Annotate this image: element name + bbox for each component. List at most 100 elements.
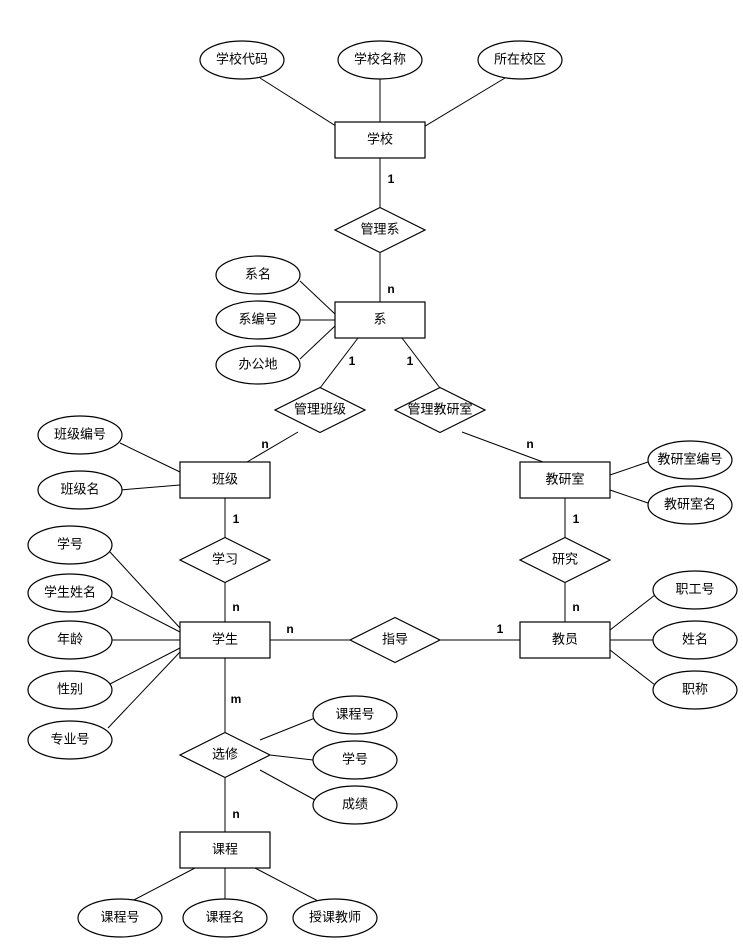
entity-class: 班级 bbox=[180, 462, 270, 498]
svg-text:学校名称: 学校名称 bbox=[354, 51, 406, 66]
svg-text:年龄: 年龄 bbox=[57, 631, 83, 646]
svg-text:管理系: 管理系 bbox=[360, 221, 399, 236]
relationship-r_elective: 选修 bbox=[180, 733, 270, 778]
cardinality-label: 1 bbox=[349, 354, 356, 368]
svg-text:学校代码: 学校代码 bbox=[216, 51, 268, 66]
edge bbox=[260, 770, 315, 800]
cardinality-label: 1 bbox=[497, 622, 504, 636]
cardinality-label: 1 bbox=[388, 172, 395, 186]
attribute-年龄: 年龄 bbox=[28, 621, 112, 659]
edge bbox=[610, 462, 648, 475]
svg-text:成绩: 成绩 bbox=[342, 796, 368, 811]
edge bbox=[110, 552, 180, 628]
attribute-所在校区: 所在校区 bbox=[478, 41, 562, 79]
cardinality-label: 1 bbox=[407, 354, 414, 368]
svg-text:管理教研室: 管理教研室 bbox=[407, 401, 472, 416]
svg-text:教研室名: 教研室名 bbox=[664, 496, 716, 511]
svg-text:管理班级: 管理班级 bbox=[294, 401, 346, 416]
attribute-课程号: 课程号 bbox=[313, 696, 397, 734]
relationship-r_office_res: 研究 bbox=[520, 538, 610, 583]
edge bbox=[255, 868, 320, 902]
edge bbox=[610, 595, 655, 630]
svg-text:课程号: 课程号 bbox=[335, 706, 374, 721]
edge bbox=[120, 485, 180, 490]
edge bbox=[610, 490, 648, 503]
svg-text:指导: 指导 bbox=[382, 631, 408, 646]
attribute-姓名: 姓名 bbox=[653, 621, 737, 659]
svg-text:教研室: 教研室 bbox=[545, 471, 584, 486]
attribute-办公地: 办公地 bbox=[216, 346, 300, 384]
attribute-性别: 性别 bbox=[28, 671, 112, 709]
entity-school: 学校 bbox=[335, 122, 425, 158]
edge bbox=[270, 755, 313, 760]
cardinality-label: 1 bbox=[233, 512, 240, 526]
svg-text:职工号: 职工号 bbox=[675, 581, 714, 596]
svg-text:系名: 系名 bbox=[245, 266, 271, 281]
relationship-r_dept_class: 管理班级 bbox=[275, 388, 365, 433]
attribute-班级名: 班级名 bbox=[38, 471, 122, 509]
attribute-学号: 学号 bbox=[313, 741, 397, 779]
svg-text:研究: 研究 bbox=[552, 551, 578, 566]
svg-text:班级编号: 班级编号 bbox=[54, 426, 106, 441]
svg-text:姓名: 姓名 bbox=[682, 631, 708, 646]
cardinality-label: 1 bbox=[573, 512, 580, 526]
svg-text:学生: 学生 bbox=[212, 631, 238, 646]
svg-text:课程号: 课程号 bbox=[100, 909, 139, 924]
svg-text:性别: 性别 bbox=[57, 681, 83, 696]
attribute-授课教师: 授课教师 bbox=[293, 899, 377, 937]
attribute-学生姓名: 学生姓名 bbox=[28, 574, 112, 612]
edge bbox=[300, 326, 335, 359]
attribute-系编号: 系编号 bbox=[216, 301, 300, 339]
svg-text:授课教师: 授课教师 bbox=[309, 909, 361, 924]
attribute-教研室名: 教研室名 bbox=[648, 486, 732, 524]
attribute-学号: 学号 bbox=[28, 526, 112, 564]
svg-text:教研室编号: 教研室编号 bbox=[657, 451, 722, 466]
cardinality-label: n bbox=[261, 437, 268, 451]
entity-dept: 系 bbox=[335, 302, 425, 338]
edge bbox=[260, 718, 315, 740]
svg-text:班级名: 班级名 bbox=[60, 481, 99, 496]
svg-text:课程名: 课程名 bbox=[205, 909, 244, 924]
svg-text:所在校区: 所在校区 bbox=[494, 51, 546, 66]
edge bbox=[110, 648, 180, 684]
cardinality-label: n bbox=[572, 600, 579, 614]
cardinality-label: m bbox=[231, 692, 242, 706]
edge bbox=[610, 650, 655, 685]
entity-teacher: 教员 bbox=[520, 622, 610, 658]
attribute-专业号: 专业号 bbox=[28, 721, 112, 759]
attribute-课程号: 课程号 bbox=[78, 899, 162, 937]
relationship-r_school_dept: 管理系 bbox=[335, 208, 425, 253]
attribute-课程名: 课程名 bbox=[183, 899, 267, 937]
cardinality-label: n bbox=[526, 437, 533, 451]
cardinality-label: n bbox=[286, 622, 293, 636]
svg-text:学习: 学习 bbox=[212, 551, 238, 566]
svg-text:选修: 选修 bbox=[212, 746, 238, 761]
svg-text:学生姓名: 学生姓名 bbox=[44, 584, 96, 599]
relationship-r_dept_office: 管理教研室 bbox=[395, 388, 485, 433]
edge bbox=[108, 652, 180, 728]
svg-text:专业号: 专业号 bbox=[50, 731, 89, 746]
edge bbox=[300, 281, 335, 314]
edge bbox=[120, 443, 180, 472]
cardinality-label: n bbox=[232, 600, 239, 614]
entity-course: 课程 bbox=[180, 832, 270, 868]
edge bbox=[247, 432, 298, 462]
attribute-班级编号: 班级编号 bbox=[38, 416, 122, 454]
attribute-职称: 职称 bbox=[653, 671, 737, 709]
attribute-成绩: 成绩 bbox=[313, 786, 397, 824]
entity-office: 教研室 bbox=[520, 462, 610, 498]
svg-text:系: 系 bbox=[373, 311, 386, 326]
svg-text:学号: 学号 bbox=[342, 751, 368, 766]
svg-text:学校: 学校 bbox=[367, 131, 393, 146]
attribute-系名: 系名 bbox=[216, 256, 300, 294]
edge bbox=[130, 868, 195, 902]
svg-text:课程: 课程 bbox=[212, 841, 238, 856]
cardinality-label: n bbox=[232, 807, 239, 821]
svg-text:系编号: 系编号 bbox=[238, 311, 277, 326]
relationship-r_class_study: 学习 bbox=[180, 538, 270, 583]
relationship-r_guide: 指导 bbox=[350, 618, 440, 663]
attribute-学校代码: 学校代码 bbox=[200, 41, 284, 79]
edge bbox=[110, 596, 180, 632]
er-diagram: 1n1n1n1n1nn1mn学校系班级教研室学生教员课程管理系管理班级管理教研室… bbox=[0, 0, 743, 951]
attribute-学校名称: 学校名称 bbox=[338, 41, 422, 79]
